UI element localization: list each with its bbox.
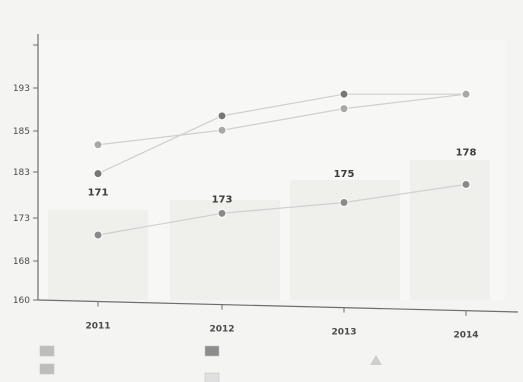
- y-tick-label: 168: [13, 257, 30, 267]
- data-point-s3-2013: [339, 198, 349, 207]
- legend-swatch: [370, 355, 382, 365]
- data-label: 175: [334, 169, 355, 180]
- y-tick-label: 160: [13, 296, 30, 306]
- legend-item: [204, 345, 220, 357]
- plot-shade-0: [48, 210, 148, 300]
- data-point-s3-2014: [461, 179, 471, 189]
- data-point-s2-2014: [461, 89, 471, 99]
- plot-shade-2: [290, 180, 400, 300]
- y-tick-label: 183: [13, 168, 30, 178]
- plot-area: [39, 40, 505, 300]
- legend-item: [39, 345, 55, 357]
- legend-item: [370, 355, 382, 365]
- y-tick-label: 185: [13, 127, 30, 137]
- series-lines: [97, 93, 467, 236]
- data-point-s2-2012: [217, 125, 227, 135]
- data-point-s3-2012: [217, 208, 227, 218]
- data-point-s2-2011: [93, 140, 103, 150]
- data-label: 173: [212, 195, 233, 206]
- series-line-1: [97, 93, 466, 175]
- y-tick-label: 193: [13, 84, 30, 94]
- legend-swatch: [39, 345, 55, 357]
- axes: [33, 34, 519, 316]
- data-point-s1-2013: [339, 89, 349, 99]
- x-tick-label: 2011: [85, 322, 110, 332]
- tick-labels: 160 168 173 183 185 193 2011 2012 2013 2014: [13, 84, 479, 341]
- legend-item: [204, 372, 220, 382]
- data-point-s3-2011: [93, 230, 103, 240]
- legend-item: [39, 363, 55, 375]
- x-axis-line: [37, 299, 519, 313]
- data-point-s2-2013: [339, 104, 349, 114]
- x-tick-label: 2013: [331, 328, 356, 338]
- data-point-s1-2012: [217, 111, 227, 121]
- x-tick-label: 2012: [209, 325, 234, 335]
- y-tick-label: 173: [13, 214, 30, 224]
- data-labels: 171 173 175 178: [88, 148, 477, 206]
- data-label: 178: [456, 148, 477, 159]
- plot-shade-3: [410, 160, 490, 300]
- legend-swatch: [204, 372, 220, 382]
- data-point-s1-2011: [93, 169, 103, 179]
- legend-swatch: [204, 345, 220, 357]
- x-tick-label: 2014: [453, 331, 478, 341]
- legend: [39, 345, 382, 382]
- legend-swatch: [39, 363, 55, 375]
- series-line-2: [97, 93, 467, 146]
- data-label: 171: [88, 187, 109, 198]
- series-line-3: [97, 183, 467, 236]
- data-points: [93, 89, 471, 240]
